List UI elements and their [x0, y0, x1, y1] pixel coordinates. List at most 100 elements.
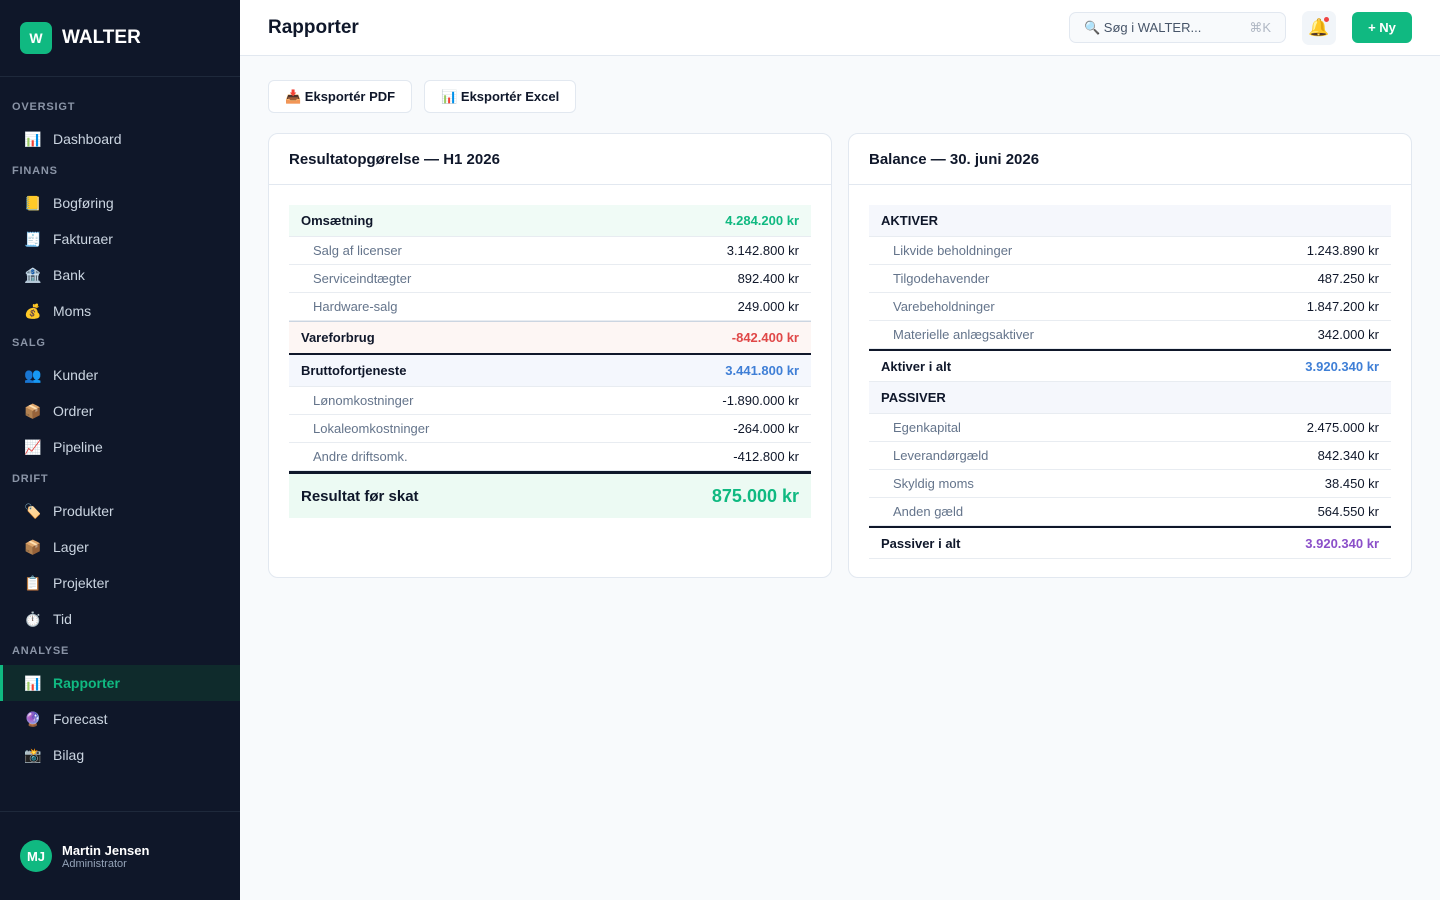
- row-label: Aktiver i alt: [881, 358, 952, 374]
- row-label: Vareforbrug: [301, 330, 375, 345]
- logo-mark: W: [20, 22, 52, 54]
- export-button[interactable]: 📊 Eksportér Excel: [424, 80, 577, 113]
- row-value: 342.000 kr: [1317, 327, 1379, 342]
- report-row: Passiver i alt 3.920.340 kr: [869, 526, 1391, 559]
- report-row: Salg af licenser 3.142.800 kr: [289, 237, 811, 265]
- notifications[interactable]: 🔔: [1302, 11, 1336, 45]
- nav-icon: ⏱️: [24, 610, 42, 627]
- nav-item[interactable]: 📦 Ordrer: [0, 393, 240, 429]
- row-label: Varebeholdninger: [893, 299, 995, 314]
- nav-icon: 👥: [24, 366, 42, 383]
- nav-label: Pipeline: [53, 439, 103, 455]
- report-row: Tilgodehavender 487.250 kr: [869, 265, 1391, 293]
- row-label: Likvide beholdninger: [893, 243, 1013, 258]
- nav-label: Forecast: [53, 711, 108, 727]
- user-info: Martin Jensen Administrator: [62, 843, 149, 870]
- row-label: Skyldig moms: [893, 476, 974, 491]
- actions: 📥 Eksportér PDF 📊 Eksportér Excel: [268, 80, 577, 113]
- user-profile[interactable]: MJ Martin Jensen Administrator: [0, 811, 240, 900]
- nav-item[interactable]: 💰 Moms: [0, 293, 240, 329]
- row-value: 892.400 kr: [737, 271, 799, 286]
- nav-section-title: ANALYSE: [12, 645, 70, 657]
- report-row: Vareforbrug -842.400 kr: [289, 321, 811, 355]
- nav-label: Dashboard: [53, 131, 122, 147]
- card-title: Resultatopgørelse — H1 2026: [269, 134, 831, 185]
- sidebar: W WALTER OVERSIGT 📊 Dashboard FINANS 📒 Bogfør…: [0, 0, 240, 900]
- row-value: 249.000 kr: [737, 299, 799, 314]
- nav-item[interactable]: 👥 Kunder: [0, 357, 240, 393]
- nav-label: Bogføring: [53, 195, 114, 211]
- row-label: Serviceindtægter: [313, 271, 412, 286]
- nav-icon: 💰: [24, 302, 42, 319]
- row-label: Andre driftsomk.: [313, 449, 408, 464]
- report-row: Likvide beholdninger 1.243.890 kr: [869, 237, 1391, 265]
- brand: WALTER: [62, 27, 141, 48]
- row-label: Tilgodehavender: [893, 271, 990, 286]
- report-row: Egenkapital 2.475.000 kr: [869, 414, 1391, 442]
- nav-icon: 🧾: [24, 230, 42, 247]
- nav-label: Rapporter: [53, 675, 120, 691]
- nav-item[interactable]: 🏦 Bank: [0, 257, 240, 293]
- nav-item[interactable]: ⏱️ Tid: [0, 601, 240, 637]
- report-card: Resultatopgørelse — H1 2026 Omsætning 4.28…: [268, 133, 832, 578]
- row-value: 875.000 kr: [711, 485, 799, 506]
- report-row: Hardware-salg 249.000 kr: [289, 293, 811, 321]
- row-value: -264.000 kr: [733, 421, 799, 436]
- nav-section-title: DRIFT: [12, 473, 49, 485]
- nav-item[interactable]: 📦 Lager: [0, 529, 240, 565]
- row-label: Materielle anlægsaktiver: [893, 327, 1034, 342]
- topbar: Rapporter 🔍 Søg i WALTER... ⌘K 🔔 + Ny: [240, 0, 1440, 56]
- avatar: MJ: [20, 840, 52, 872]
- nav-icon: 📒: [24, 194, 42, 211]
- nav-icon: 🔮: [24, 710, 42, 727]
- report-row: AKTIVER: [869, 205, 1391, 237]
- nav-item[interactable]: 🧾 Fakturaer: [0, 221, 240, 257]
- nav-item[interactable]: 🔮 Forecast: [0, 701, 240, 737]
- row-value: 1.847.200 kr: [1306, 299, 1379, 314]
- row-label: Lokaleomkostninger: [313, 421, 430, 436]
- nav-item[interactable]: 📸 Bilag: [0, 737, 240, 773]
- report-row: Varebeholdninger 1.847.200 kr: [869, 293, 1391, 321]
- export-button[interactable]: 📥 Eksportér PDF: [268, 80, 413, 113]
- row-label: Resultat før skat: [301, 487, 419, 505]
- row-label: Omsætning: [301, 213, 374, 228]
- nav-label: Bilag: [53, 747, 85, 763]
- search[interactable]: 🔍 Søg i WALTER... ⌘K: [1069, 12, 1286, 43]
- report-card: Balance — 30. juni 2026 AKTIVER Likvide be…: [848, 133, 1412, 578]
- nav-item[interactable]: 📈 Pipeline: [0, 429, 240, 465]
- nav-item[interactable]: 📋 Projekter: [0, 565, 240, 601]
- nav-item[interactable]: 📊 Rapporter: [0, 665, 240, 701]
- nav-item[interactable]: 📊 Dashboard: [0, 121, 240, 157]
- nav-label: Kunder: [53, 367, 99, 383]
- report-row: PASSIVER: [869, 382, 1391, 414]
- report-table: Omsætning 4.284.200 kr Salg af licenser 3.1…: [289, 205, 811, 518]
- row-label: PASSIVER: [881, 390, 946, 405]
- nav-icon: 📦: [24, 538, 42, 555]
- nav-item[interactable]: 📒 Bogføring: [0, 185, 240, 221]
- row-label: Leverandørgæld: [893, 448, 989, 463]
- row-value: 842.340 kr: [1317, 448, 1379, 463]
- search-placeholder: 🔍 Søg i WALTER...: [1084, 19, 1202, 35]
- report-table: AKTIVER Likvide beholdninger 1.243.890 kr T…: [869, 205, 1391, 559]
- nav-section-title: FINANS: [12, 165, 58, 177]
- page-title: Rapporter: [268, 17, 359, 38]
- report-row: Andre driftsomk. -412.800 kr: [289, 443, 811, 471]
- row-value: 3.920.340 kr: [1305, 358, 1379, 374]
- row-label: Hardware-salg: [313, 299, 398, 314]
- nav-icon: 🏷️: [24, 502, 42, 519]
- row-value: 564.550 kr: [1317, 504, 1379, 519]
- row-label: Salg af licenser: [313, 243, 402, 258]
- row-label: Anden gæld: [893, 504, 964, 519]
- nav-icon: 📋: [24, 574, 42, 591]
- row-label: AKTIVER: [881, 213, 939, 228]
- new-button[interactable]: + Ny: [1352, 12, 1412, 43]
- row-value: 1.243.890 kr: [1306, 243, 1379, 258]
- report-row: Lønomkostninger -1.890.000 kr: [289, 387, 811, 415]
- nav-icon: 📈: [24, 438, 42, 455]
- nav-item[interactable]: 🏷️ Produkter: [0, 493, 240, 529]
- nav-label: Lager: [53, 539, 89, 555]
- report-row: Bruttofortjeneste 3.441.800 kr: [289, 355, 811, 387]
- logo[interactable]: W WALTER: [0, 0, 240, 77]
- nav-icon: 📸: [24, 746, 42, 763]
